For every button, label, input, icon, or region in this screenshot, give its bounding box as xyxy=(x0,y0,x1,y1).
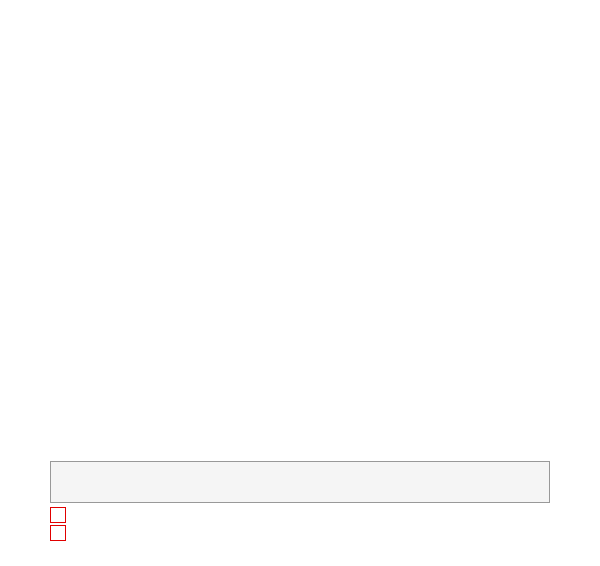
marker-badge xyxy=(50,507,66,523)
line-chart xyxy=(50,51,350,201)
legend-swatch xyxy=(59,489,81,491)
legend xyxy=(50,461,550,503)
marker-badge xyxy=(50,525,66,541)
data-row xyxy=(50,506,570,524)
chart-area xyxy=(50,51,585,421)
data-rows xyxy=(50,506,570,542)
legend-swatch xyxy=(59,473,81,475)
legend-item xyxy=(59,482,541,498)
legend-item xyxy=(59,466,541,482)
data-row xyxy=(50,524,570,542)
